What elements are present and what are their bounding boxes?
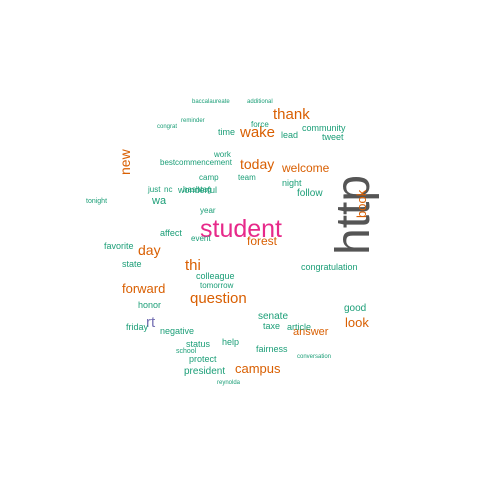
word-follow: follow [297, 188, 323, 199]
word-additional: additional [247, 99, 273, 105]
word-rt: rt [146, 314, 156, 331]
word-time: time [218, 127, 236, 137]
word-congratulation: congratulation [301, 262, 358, 272]
word-commencement: commencement [175, 158, 232, 167]
word-thi: thi [185, 257, 201, 274]
word-wonderful: wonderful [178, 185, 218, 195]
word-community: community [302, 123, 346, 133]
word-nc: nc [164, 185, 173, 194]
word-reminder: reminder [181, 118, 205, 124]
word-affect: affect [160, 228, 182, 238]
word-tweet: tweet [322, 132, 344, 142]
word-look: look [345, 315, 369, 330]
word-honor: honor [138, 300, 162, 310]
word-just: just [148, 185, 161, 194]
word-wa: wa [152, 195, 167, 207]
word-reynolda: reynolda [217, 380, 241, 386]
word-status: status [186, 339, 211, 349]
word-congrat: congrat [157, 124, 178, 130]
word-state: state [122, 259, 142, 269]
word-conversation: conversation [297, 354, 332, 360]
word-tomorrow: tomorrow [200, 281, 234, 290]
word-fairness: fairness [256, 344, 288, 354]
word-force: force [251, 120, 269, 129]
word-hashtag: hashtag [183, 185, 212, 194]
word-school: school [176, 348, 197, 355]
word-book: book [354, 189, 369, 218]
word-favorite: favorite [104, 241, 134, 251]
word-best: best [160, 158, 176, 167]
word-lead: lead [281, 130, 299, 140]
word-article: article [287, 322, 312, 332]
word-new: new [117, 149, 133, 175]
word-welcome: welcome [282, 161, 330, 175]
word-good: good [344, 303, 367, 314]
word-colleague: colleague [196, 271, 235, 281]
word-baccalaureate: baccalaureate [192, 99, 230, 105]
word-day: day [138, 242, 161, 258]
word-camp: camp [199, 173, 219, 182]
word-thank: thank [273, 106, 310, 123]
word-forward: forward [122, 281, 166, 296]
word-campus: campus [235, 361, 281, 376]
word-night: night [282, 178, 302, 188]
word-help: help [222, 337, 240, 347]
word-president: president [184, 366, 226, 377]
word-negative: negative [160, 326, 195, 336]
word-today: today [240, 156, 275, 172]
word-protect: protect [189, 354, 217, 364]
word-wake: wake [240, 124, 276, 141]
word-work: work [214, 150, 231, 159]
word-student: student [200, 215, 283, 243]
word-event: event [191, 234, 211, 243]
word-forest: forest [247, 234, 278, 248]
word-year: year [200, 206, 216, 215]
word-senate: senate [258, 311, 289, 322]
word-team: team [238, 173, 256, 182]
word-tonight: tonight [86, 198, 108, 205]
word-answer: answer [293, 326, 329, 338]
word-taxe: taxe [263, 321, 281, 331]
word-friday: friday [126, 322, 149, 332]
word-question: question [190, 290, 247, 307]
